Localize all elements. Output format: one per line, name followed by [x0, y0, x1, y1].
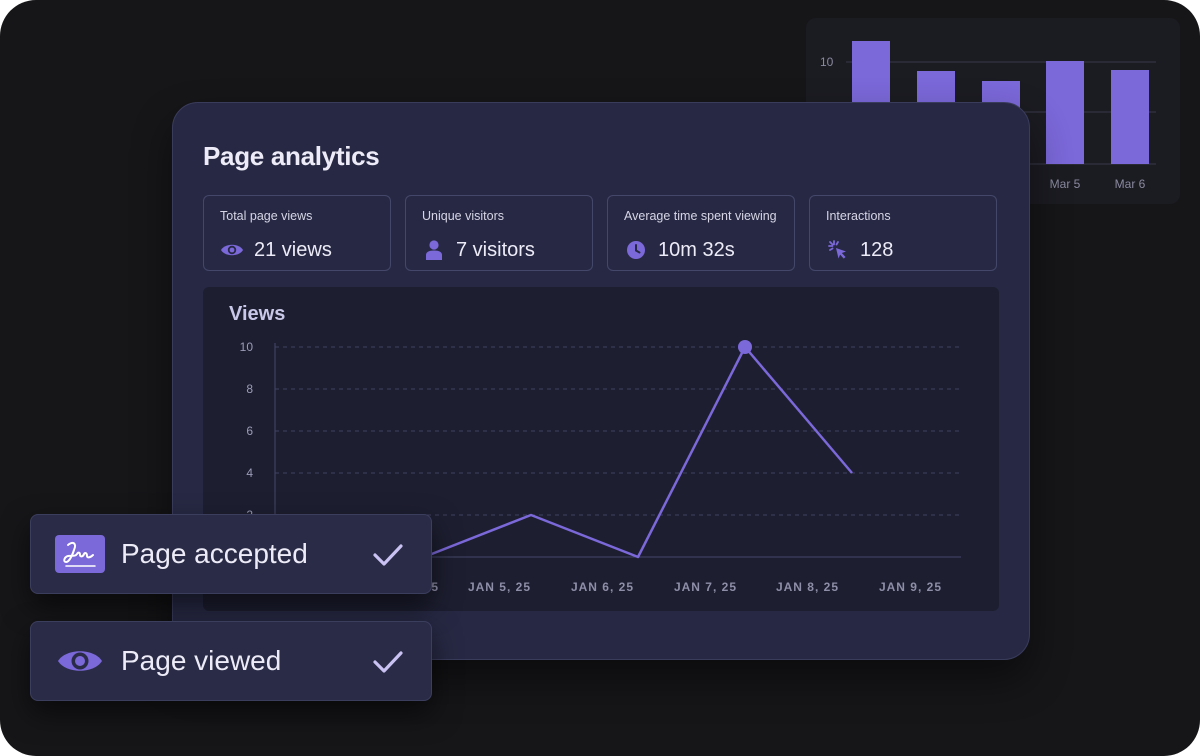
cursor-click-icon	[826, 238, 850, 262]
bg-bar	[1111, 70, 1149, 164]
stat-value: 10m 32s	[658, 238, 735, 261]
stat-unique-visitors: Unique visitors 7 visitors	[405, 195, 593, 271]
stat-label: Total page views	[220, 209, 313, 223]
highlight-point	[738, 340, 752, 354]
bg-y-tick: 10	[820, 55, 834, 69]
toast-label: Page viewed	[121, 645, 282, 676]
stat-average-time: Average time spent viewing 10m 32s	[607, 195, 795, 271]
eye-icon	[220, 238, 244, 262]
y-tick-label: 10	[240, 340, 254, 354]
stat-value: 128	[860, 238, 894, 261]
y-tick-label: 4	[246, 466, 253, 480]
check-icon	[373, 544, 403, 566]
bg-x-label: Mar 5	[1050, 177, 1081, 191]
x-tick-label: JAN 5, 25	[468, 580, 531, 594]
y-tick-label: 6	[246, 424, 253, 438]
bg-x-label: Mar 6	[1115, 177, 1146, 191]
clock-icon	[624, 238, 648, 262]
toast-label: Page accepted	[121, 538, 308, 569]
y-tick-label: 8	[246, 382, 253, 396]
check-icon	[373, 651, 403, 673]
stat-value: 7 visitors	[456, 238, 535, 261]
x-tick-label: JAN 9, 25	[879, 580, 942, 594]
stat-interactions: Interactions 128	[809, 195, 997, 271]
eye-icon	[55, 642, 105, 680]
bg-bar	[1046, 61, 1084, 164]
stat-total-page-views: Total page views 21 views	[203, 195, 391, 271]
page-title: Page analytics	[203, 141, 380, 171]
person-icon	[422, 238, 446, 262]
signature-icon	[55, 535, 105, 573]
x-tick-label: JAN 6, 25	[571, 580, 634, 594]
toast-page-accepted[interactable]: Page accepted	[30, 514, 432, 594]
stat-label: Unique visitors	[422, 209, 504, 223]
x-tick-label: JAN 8, 25	[776, 580, 839, 594]
stat-label: Interactions	[826, 209, 891, 223]
chart-title: Views	[229, 303, 286, 325]
stat-label: Average time spent viewing	[624, 209, 777, 223]
toast-page-viewed[interactable]: Page viewed	[30, 621, 432, 701]
stat-value: 21 views	[254, 238, 332, 261]
x-tick-label: JAN 7, 25	[674, 580, 737, 594]
